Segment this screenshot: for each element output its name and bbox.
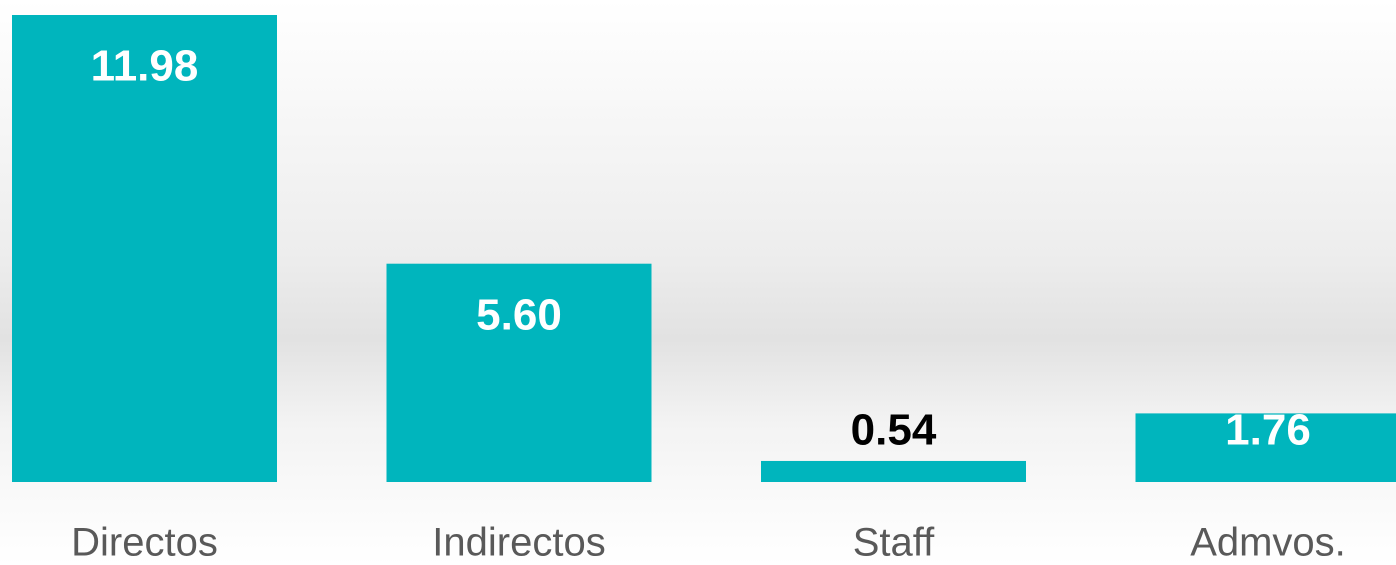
x-tick-label: Staff <box>853 521 935 565</box>
bar <box>12 15 277 482</box>
x-tick-label: Admvos. <box>1190 521 1346 565</box>
x-tick-label: Indirectos <box>432 521 605 565</box>
bar <box>1135 413 1396 482</box>
bar <box>761 460 1026 482</box>
value-label: 1.76 <box>1225 406 1311 455</box>
value-label: 0.54 <box>851 406 937 455</box>
value-label: 11.98 <box>91 42 199 91</box>
value-label: 5.60 <box>476 290 562 339</box>
bar <box>386 263 652 482</box>
x-tick-label: Directos <box>71 521 218 565</box>
